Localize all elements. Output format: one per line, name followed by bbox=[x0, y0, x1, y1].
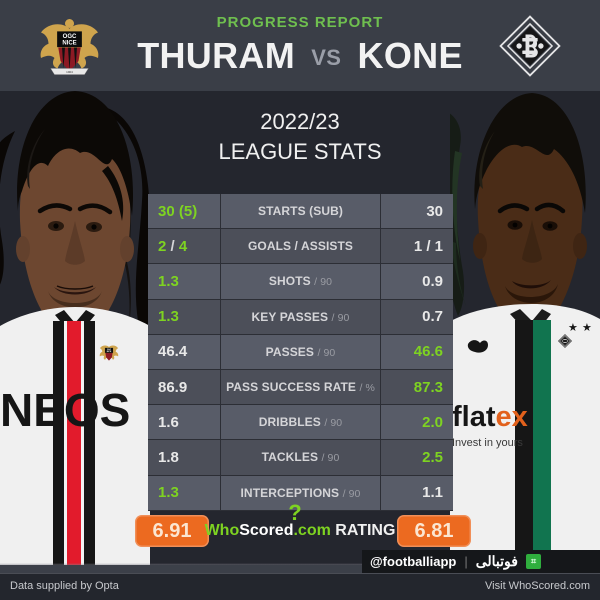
svg-text:OGC: OGC bbox=[107, 349, 112, 351]
svg-text:NEOS: NEOS bbox=[0, 384, 130, 436]
svg-text:★: ★ bbox=[568, 322, 578, 334]
svg-text:Invest in yours: Invest in yours bbox=[452, 437, 523, 449]
svg-text:OGC: OGC bbox=[63, 34, 77, 40]
svg-text:flatex: flatex bbox=[452, 401, 528, 433]
svg-text:NICE: NICE bbox=[107, 351, 112, 353]
svg-text:1904: 1904 bbox=[66, 70, 73, 74]
svg-text:?: ? bbox=[288, 504, 301, 524]
svg-text:NICE: NICE bbox=[62, 41, 76, 47]
svg-text:★: ★ bbox=[582, 322, 592, 334]
